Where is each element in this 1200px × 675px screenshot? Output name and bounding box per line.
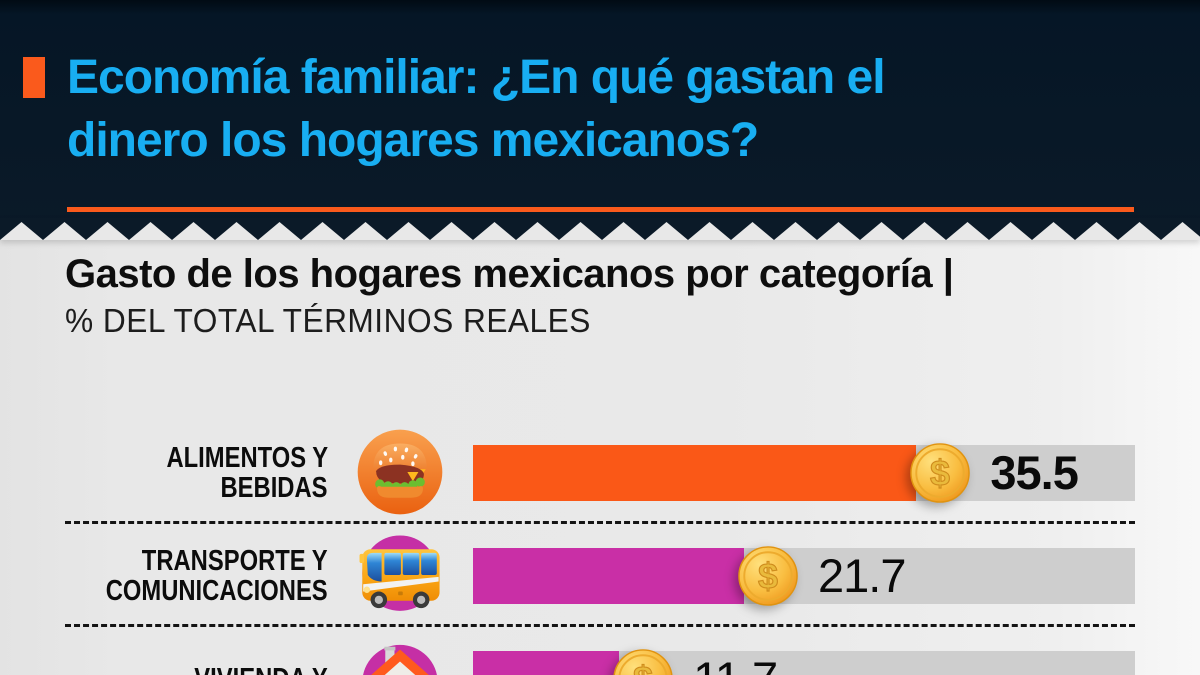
svg-text:$: $ bbox=[930, 454, 950, 494]
chart-row: VIVIENDA Y $ 11.7 bbox=[0, 627, 1200, 675]
dashed-separator bbox=[65, 624, 1135, 627]
value-label: 35.5 bbox=[990, 446, 1078, 499]
bar bbox=[473, 445, 917, 501]
category-label: ALIMENTOS Y BEBIDAS bbox=[166, 441, 328, 504]
value-label: 11.7 bbox=[693, 651, 778, 675]
bus-icon bbox=[359, 535, 440, 611]
category-label: TRANSPORTE Y COMUNICACIONES bbox=[106, 544, 328, 607]
bus-icon bbox=[354, 529, 446, 621]
accent-bullet bbox=[23, 57, 45, 98]
dollar-coin-icon: $ bbox=[909, 442, 971, 504]
page-title-line2: dinero los hogares mexicanos? bbox=[67, 114, 759, 167]
header: Economía familiar: ¿En qué gastan el din… bbox=[0, 0, 1200, 240]
chart-subtitle: % DEL TOTAL TÉRMINOS REALES bbox=[65, 302, 591, 339]
chart-title: Gasto de los hogares mexicanos por categ… bbox=[65, 252, 954, 296]
page-title: Economía familiar: ¿En qué gastan el din… bbox=[67, 46, 886, 172]
value-label: 21.7 bbox=[818, 549, 906, 602]
zigzag-divider bbox=[0, 218, 1200, 240]
svg-text:$: $ bbox=[758, 557, 778, 597]
page-title-line1: Economía familiar: ¿En qué gastan el bbox=[67, 51, 886, 104]
dollar-coin-icon: $ bbox=[737, 545, 799, 607]
chart-row: TRANSPORTE Y COMUNICACIONES $ 21.7 bbox=[0, 524, 1200, 627]
house-icon bbox=[354, 632, 446, 675]
bar-track: $ 21.7 bbox=[473, 545, 1135, 607]
title-underline bbox=[67, 207, 1134, 212]
hamburger-icon bbox=[357, 429, 443, 515]
bar-track: $ 11.7 bbox=[473, 648, 1135, 675]
bar bbox=[473, 651, 620, 675]
hamburger-icon bbox=[354, 426, 446, 518]
dollar-coin-icon: $ bbox=[612, 648, 674, 675]
house-icon bbox=[363, 644, 437, 675]
chart-row: ALIMENTOS Y BEBIDAS $ 35.5 bbox=[0, 421, 1200, 524]
category-label: VIVIENDA Y bbox=[0, 627, 328, 675]
bar-track: $ 35.5 bbox=[473, 442, 1135, 504]
svg-text:$: $ bbox=[633, 660, 653, 675]
bar bbox=[473, 548, 745, 604]
dashed-separator bbox=[65, 521, 1135, 524]
